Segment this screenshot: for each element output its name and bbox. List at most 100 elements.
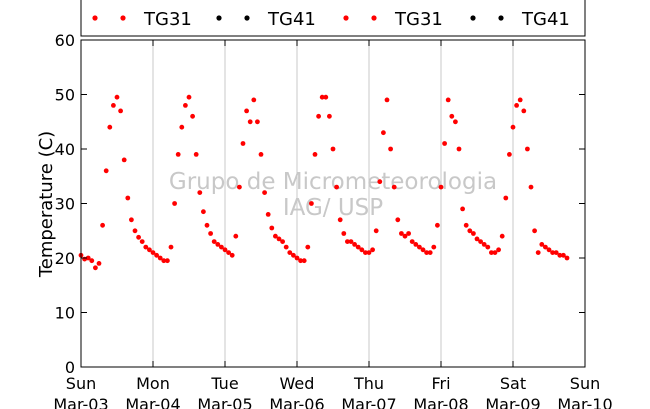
data-point (337, 217, 343, 223)
watermark-line-1: Grupo de Micrometeorologia (169, 169, 497, 195)
data-point (190, 113, 196, 119)
legend-item: TG31 (343, 9, 443, 30)
data-point (561, 252, 566, 258)
data-point (121, 157, 127, 163)
data-point (96, 261, 102, 266)
x-tick-label-date: Mar-08 (413, 395, 468, 409)
x-tick-label-date: Mar-07 (341, 395, 396, 409)
data-point (143, 244, 149, 250)
legend-marker (216, 15, 222, 21)
data-point (323, 94, 329, 100)
data-point (438, 184, 444, 190)
legend-label: TG31 (394, 9, 443, 30)
y-axis: 0 10 20 30 40 50 60 (55, 31, 585, 377)
x-tick-label-day: Sun (66, 374, 96, 393)
data-point (154, 252, 160, 258)
data-point (255, 119, 260, 125)
data-point (100, 222, 105, 228)
data-point (280, 239, 285, 245)
y-tick-label: 30 (55, 195, 75, 214)
data-point (233, 233, 239, 239)
data-point (262, 190, 267, 196)
data-point (219, 244, 224, 250)
data-point (287, 250, 293, 256)
legend-item: TG31 (92, 9, 192, 30)
x-tick-label-date: Mar-06 (269, 395, 324, 409)
x-tick-label-date: Mar-10 (557, 395, 612, 409)
data-point (319, 94, 325, 100)
data-point (85, 255, 91, 261)
watermark-line-2: IAG/ USP (283, 195, 383, 221)
legend-marker (498, 15, 504, 21)
data-point (132, 228, 138, 234)
data-point (474, 236, 480, 242)
data-point (139, 239, 145, 245)
data-point (125, 195, 131, 201)
x-tick-label-date: Mar-04 (125, 395, 180, 409)
data-point (525, 146, 530, 152)
legend-label: TG31 (143, 9, 192, 30)
data-point (442, 141, 447, 146)
data-point (363, 250, 368, 256)
data-point (499, 233, 505, 239)
x-tick-label-day: Sat (500, 374, 526, 393)
data-point (93, 265, 98, 271)
y-tick-label: 40 (55, 140, 75, 159)
legend-label: TG41 (267, 9, 316, 30)
data-point (539, 242, 545, 247)
data-point (370, 247, 375, 253)
data-point (345, 239, 350, 245)
data-point (503, 195, 509, 201)
data-point (305, 244, 311, 250)
data-point (204, 222, 210, 228)
x-tick-label-date: Mar-09 (485, 395, 540, 409)
data-point (395, 217, 401, 223)
data-point (435, 222, 440, 228)
data-point (456, 146, 462, 152)
x-tick-label-date: Mar-05 (197, 395, 252, 409)
data-point (496, 247, 501, 253)
data-point (276, 236, 282, 242)
data-point (381, 130, 386, 136)
x-tick-label-day: Wed (280, 374, 315, 393)
data-point (229, 252, 235, 258)
data-point (377, 179, 383, 185)
data-point (168, 244, 174, 250)
data-point (478, 239, 483, 245)
data-point (521, 108, 527, 114)
data-point (550, 250, 555, 256)
data-point (445, 97, 451, 103)
data-point (543, 244, 548, 250)
data-point (208, 231, 214, 236)
data-point (427, 250, 433, 256)
data-point (510, 124, 516, 130)
legend-label: TG41 (521, 9, 570, 30)
data-point (294, 255, 300, 261)
data-point (273, 233, 278, 239)
data-point (258, 152, 264, 157)
data-point (240, 141, 246, 146)
data-point (388, 146, 393, 152)
y-tick-label: 10 (55, 304, 75, 323)
legend-marker (244, 15, 250, 21)
data-point (183, 103, 188, 108)
data-point (348, 239, 354, 245)
data-point (334, 184, 339, 190)
data-point (489, 250, 494, 256)
legend-marker (92, 15, 98, 21)
data-point (107, 124, 113, 130)
data-point (413, 242, 419, 247)
data-point (114, 94, 120, 100)
data-point (409, 239, 415, 245)
data-point (417, 244, 422, 250)
data-point (179, 124, 185, 130)
data-point (517, 97, 523, 103)
data-point (391, 184, 397, 190)
x-tick-label-day: Mon (136, 374, 170, 393)
data-point (431, 244, 437, 250)
data-point (424, 250, 429, 256)
data-point (247, 119, 253, 125)
watermark: Grupo de Micrometeorologia IAG/ USP (169, 169, 497, 221)
data-point (352, 242, 357, 247)
